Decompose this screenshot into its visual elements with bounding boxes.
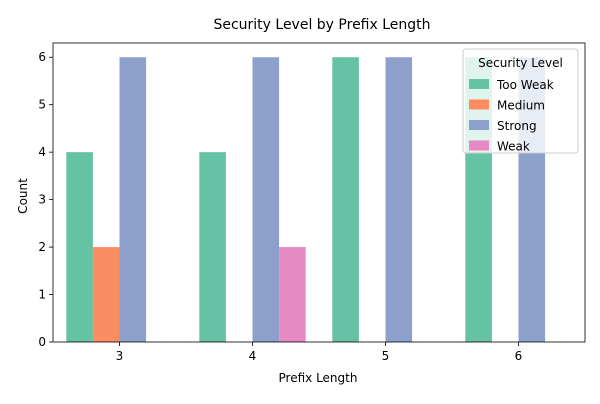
x-tick-label: 3 bbox=[116, 349, 124, 363]
bar-too-weak-3 bbox=[66, 152, 93, 342]
legend-label: Weak bbox=[497, 140, 530, 154]
legend-swatch bbox=[469, 140, 489, 151]
x-axis-label: Prefix Length bbox=[279, 371, 358, 385]
x-tick-label: 5 bbox=[382, 349, 390, 363]
legend-box bbox=[462, 48, 579, 154]
bar-medium-3 bbox=[92, 247, 120, 342]
x-tick-label: 4 bbox=[249, 349, 257, 363]
y-tick-label: 4 bbox=[38, 145, 46, 159]
y-axis-label: Count bbox=[16, 178, 30, 214]
bar-strong-4 bbox=[252, 57, 280, 343]
bar-strong-5 bbox=[385, 57, 413, 343]
legend-label: Strong bbox=[497, 119, 537, 133]
x-tick-label: 6 bbox=[515, 349, 523, 363]
plot-frame bbox=[52, 42, 586, 343]
bar-too-weak-4 bbox=[199, 152, 226, 342]
legend-swatch bbox=[469, 99, 489, 110]
y-tick-label: 2 bbox=[38, 240, 46, 254]
y-tick-label: 1 bbox=[38, 288, 46, 302]
y-tick-label: 0 bbox=[38, 335, 46, 349]
y-tick-label: 5 bbox=[38, 98, 46, 112]
legend-swatch bbox=[469, 79, 489, 89]
legend-swatch bbox=[469, 120, 489, 130]
legend-label: Too Weak bbox=[496, 78, 554, 92]
legend-label: Medium bbox=[497, 99, 545, 113]
legend: Security Level Too Weak Medium Strong Weak bbox=[462, 48, 579, 154]
chart-title: Security Level by Prefix Length bbox=[213, 17, 430, 33]
bar-weak-4 bbox=[279, 247, 306, 342]
axes-layer: 0 1 2 3 4 5 6 3 4 5 6 bbox=[38, 42, 586, 363]
y-tick-label: 3 bbox=[38, 193, 46, 207]
bar-strong-3 bbox=[119, 57, 147, 343]
y-tick-label: 6 bbox=[38, 50, 46, 64]
bar-too-weak-5 bbox=[332, 57, 359, 343]
legend-title: Security Level bbox=[478, 56, 563, 70]
